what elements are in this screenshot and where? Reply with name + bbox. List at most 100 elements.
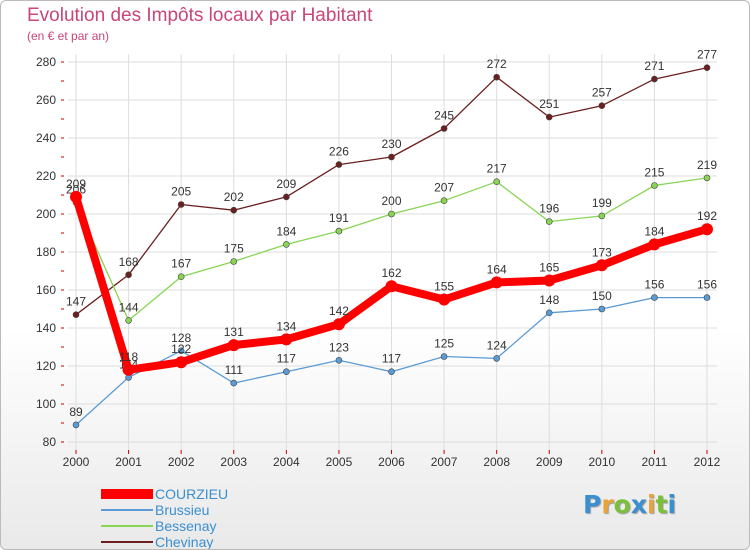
data-point-bessenay-2012 bbox=[703, 174, 711, 182]
legend-swatch-courzieu bbox=[101, 489, 153, 499]
data-label-courzieu-2012: 192 bbox=[697, 209, 717, 223]
data-label-bessenay-2010: 199 bbox=[592, 196, 612, 210]
logo-letter: t bbox=[655, 490, 668, 519]
data-point-chevinay-2003 bbox=[230, 206, 238, 214]
data-point-bessenay-2011 bbox=[651, 182, 658, 189]
data-point-chevinay-2005 bbox=[335, 161, 343, 168]
data-point-bessenay-2009 bbox=[545, 218, 553, 225]
data-label-bessenay-2004: 184 bbox=[276, 224, 296, 238]
data-point-courzieu-2002 bbox=[175, 356, 188, 369]
data-point-courzieu-2003 bbox=[227, 339, 240, 352]
data-point-chevinay-2007 bbox=[440, 125, 448, 132]
data-point-bessenay-2003 bbox=[230, 258, 238, 265]
legend-label-courzieu: COURZIEU bbox=[155, 486, 229, 502]
data-point-chevinay-2009 bbox=[545, 113, 553, 121]
y-tick-label-100: 100 bbox=[36, 397, 56, 411]
data-label-brussieu-2003: 111 bbox=[225, 363, 244, 377]
data-label-courzieu-2001: 118 bbox=[119, 350, 138, 364]
data-point-brussieu-2010 bbox=[598, 305, 606, 313]
y-tick-label-240: 240 bbox=[36, 131, 56, 145]
data-point-courzieu-2005 bbox=[332, 318, 345, 331]
data-label-courzieu-2004: 134 bbox=[276, 319, 296, 333]
data-label-chevinay-2001: 168 bbox=[119, 255, 139, 269]
data-point-chevinay-2010 bbox=[598, 102, 606, 109]
chart-title: Evolution des Impôts locaux par Habitant bbox=[27, 5, 373, 26]
data-label-chevinay-2003: 202 bbox=[224, 190, 244, 204]
data-point-brussieu-2008 bbox=[493, 355, 500, 362]
data-label-bessenay-2009: 196 bbox=[539, 202, 559, 216]
data-label-courzieu-2010: 173 bbox=[592, 245, 612, 259]
legend-swatch-bessenay bbox=[101, 525, 153, 527]
x-tick-label-2001: 2001 bbox=[115, 455, 142, 469]
data-point-courzieu-2011 bbox=[648, 238, 661, 251]
data-point-courzieu-2001 bbox=[122, 363, 135, 376]
data-label-courzieu-2003: 131 bbox=[224, 325, 244, 339]
logo-letter: x bbox=[630, 490, 647, 519]
logo-letter: i bbox=[667, 490, 677, 519]
data-point-bessenay-2001 bbox=[125, 317, 132, 324]
legend-swatch-brussieu bbox=[101, 509, 153, 511]
data-point-chevinay-2002 bbox=[177, 201, 185, 208]
data-label-bessenay-2012: 219 bbox=[697, 158, 717, 172]
x-tick-label-2011: 2011 bbox=[642, 455, 668, 469]
data-label-chevinay-2012: 277 bbox=[697, 48, 717, 62]
data-point-courzieu-2009 bbox=[543, 274, 556, 287]
data-label-courzieu-2007: 155 bbox=[434, 280, 454, 294]
data-label-chevinay-2006: 230 bbox=[381, 137, 401, 151]
y-tick-label-260: 260 bbox=[36, 93, 56, 107]
data-label-chevinay-2000: 147 bbox=[66, 295, 86, 309]
y-tick-label-220: 220 bbox=[36, 169, 56, 183]
data-label-brussieu-2002: 128 bbox=[171, 331, 191, 345]
data-label-chevinay-2002: 205 bbox=[171, 185, 191, 199]
data-label-chevinay-2010: 257 bbox=[592, 86, 612, 100]
data-point-brussieu-2002 bbox=[177, 347, 185, 355]
data-point-chevinay-2006 bbox=[388, 153, 395, 161]
data-point-brussieu-2009 bbox=[545, 309, 553, 317]
legend-label-chevinay: Chevinay bbox=[155, 534, 214, 550]
legend-label-bessenay: Bessenay bbox=[155, 518, 217, 534]
data-point-brussieu-2005 bbox=[335, 356, 343, 364]
y-tick-label-140: 140 bbox=[36, 321, 56, 335]
data-label-brussieu-2000: 89 bbox=[69, 405, 83, 419]
data-point-brussieu-2011 bbox=[651, 294, 658, 301]
data-label-chevinay-2008: 272 bbox=[487, 57, 507, 71]
data-label-chevinay-2011: 271 bbox=[644, 59, 664, 73]
data-point-chevinay-2001 bbox=[125, 271, 132, 279]
data-label-bessenay-2007: 207 bbox=[434, 181, 454, 195]
y-tick-label-200: 200 bbox=[36, 207, 56, 221]
data-point-brussieu-2000 bbox=[72, 421, 80, 429]
data-label-courzieu-2008: 164 bbox=[487, 262, 507, 276]
data-label-bessenay-2006: 200 bbox=[381, 194, 401, 208]
data-point-brussieu-2007 bbox=[440, 353, 448, 360]
data-point-courzieu-2007 bbox=[438, 293, 451, 306]
data-point-chevinay-2011 bbox=[651, 75, 658, 83]
data-label-brussieu-2004: 117 bbox=[277, 352, 296, 366]
data-point-bessenay-2010 bbox=[598, 212, 606, 220]
data-label-courzieu-2005: 142 bbox=[329, 304, 349, 318]
data-point-brussieu-2003 bbox=[230, 379, 238, 387]
data-label-courzieu-2000: 209 bbox=[66, 177, 86, 191]
data-point-bessenay-2002 bbox=[177, 273, 185, 281]
x-tick-label-2008: 2008 bbox=[483, 455, 510, 469]
data-label-courzieu-2002: 122 bbox=[171, 342, 191, 356]
data-label-brussieu-2005: 123 bbox=[329, 340, 349, 354]
data-point-chevinay-2012 bbox=[703, 64, 711, 71]
data-label-chevinay-2004: 209 bbox=[276, 177, 296, 191]
data-point-brussieu-2012 bbox=[703, 294, 711, 301]
data-point-courzieu-2008 bbox=[490, 276, 503, 289]
x-tick-label-2005: 2005 bbox=[326, 455, 353, 469]
data-label-brussieu-2012: 156 bbox=[697, 278, 717, 292]
data-label-brussieu-2011: 156 bbox=[644, 278, 664, 292]
x-tick-label-2009: 2009 bbox=[536, 455, 563, 469]
data-point-brussieu-2006 bbox=[388, 368, 395, 376]
logo-letter: i bbox=[647, 490, 656, 519]
logo-letter: P bbox=[583, 490, 602, 519]
data-point-courzieu-2004 bbox=[280, 333, 293, 346]
data-point-chevinay-2000 bbox=[72, 311, 80, 319]
logo-letter: o bbox=[613, 490, 631, 519]
data-point-bessenay-2004 bbox=[283, 241, 290, 248]
data-point-bessenay-2008 bbox=[493, 178, 500, 185]
data-label-bessenay-2008: 217 bbox=[487, 162, 507, 176]
